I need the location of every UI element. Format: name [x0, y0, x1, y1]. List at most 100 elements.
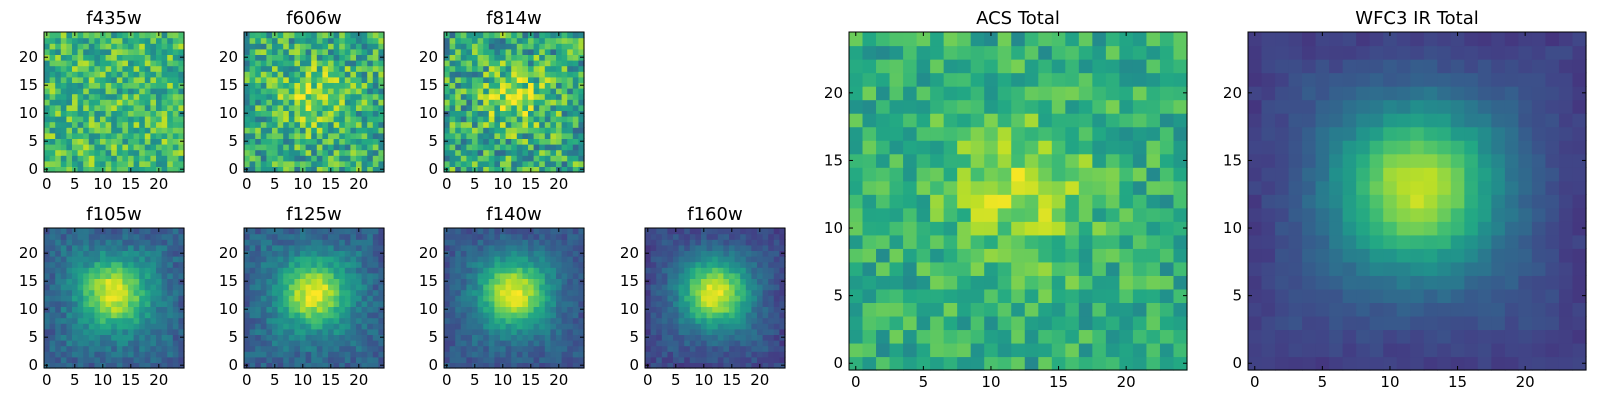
heatmap-cell	[244, 356, 251, 363]
heatmap-cell	[488, 328, 495, 335]
heatmap-cell	[133, 88, 140, 95]
heatmap-cell	[567, 65, 574, 72]
heatmap-cell	[122, 233, 129, 240]
heatmap-cell	[984, 275, 999, 290]
heatmap-cell	[483, 155, 490, 162]
heatmap-cell	[477, 334, 484, 341]
heatmap-cell	[539, 138, 546, 145]
heatmap-cell	[678, 356, 685, 363]
heatmap-cell	[294, 272, 301, 279]
heatmap-cell	[505, 127, 512, 134]
heatmap-cell	[150, 43, 157, 50]
heatmap-cell	[528, 250, 535, 257]
heatmap-cell	[260, 340, 267, 347]
heatmap-cell	[444, 351, 451, 358]
heatmap-cell	[156, 88, 163, 95]
heatmap-cell	[567, 43, 574, 50]
heatmap-cell	[83, 306, 90, 313]
heatmap-cell	[483, 37, 490, 44]
heatmap-cell	[578, 261, 585, 268]
heatmap-cell	[762, 261, 769, 268]
heatmap-cell	[701, 300, 708, 307]
heatmap-cell	[77, 138, 84, 145]
heatmap-cell	[122, 272, 129, 279]
heatmap-cell	[645, 289, 652, 296]
heatmap-cell	[144, 228, 151, 235]
heatmap-cell	[266, 345, 273, 352]
heatmap-cell	[255, 284, 262, 291]
heatmap-cell	[916, 342, 931, 358]
heatmap-cell	[729, 250, 736, 257]
heatmap-cell	[768, 328, 775, 335]
heatmap-cell	[272, 267, 279, 274]
heatmap-cell	[889, 315, 904, 331]
heatmap-cell	[997, 194, 1012, 209]
heatmap-cell	[372, 48, 379, 55]
heatmap-cell	[133, 317, 140, 324]
heatmap-cell	[650, 289, 657, 296]
heatmap-cell	[1011, 261, 1026, 276]
heatmap-cell	[372, 250, 379, 257]
heatmap-cell	[505, 340, 512, 347]
heatmap-cell	[100, 110, 107, 117]
heatmap-cell	[876, 167, 891, 182]
heatmap-cell	[150, 345, 157, 352]
heatmap-cell	[1078, 302, 1093, 317]
heatmap-cell	[544, 116, 551, 123]
heatmap-cell	[460, 228, 467, 235]
heatmap-cell	[997, 207, 1012, 222]
heatmap-cell	[550, 60, 557, 67]
heatmap-cell	[1078, 288, 1093, 303]
heatmap-cell	[488, 116, 495, 123]
heatmap-cell	[277, 54, 284, 61]
heatmap-cell	[128, 116, 135, 123]
heatmap-cell	[328, 121, 335, 128]
heatmap-cell	[322, 351, 329, 358]
heatmap-cell	[255, 160, 262, 167]
heatmap-cell	[539, 323, 546, 330]
heatmap-cell	[567, 228, 574, 235]
heatmap-cell	[339, 116, 346, 123]
heatmap-cell	[561, 127, 568, 134]
heatmap-cell	[77, 351, 84, 358]
heatmap-cell	[751, 300, 758, 307]
heatmap-cell	[116, 261, 123, 268]
heatmap-cell	[133, 334, 140, 341]
heatmap-cell	[144, 99, 151, 106]
heatmap-cell	[66, 99, 73, 106]
heatmap-cell	[150, 356, 157, 363]
heatmap-cell	[88, 228, 95, 235]
heatmap-cell	[745, 306, 752, 313]
heatmap-cell	[94, 233, 101, 240]
heatmap-cell	[66, 239, 73, 246]
heatmap-cell	[544, 261, 551, 268]
heatmap-cell	[1159, 180, 1175, 195]
heatmap-cell	[684, 356, 691, 363]
heatmap-cell	[283, 300, 290, 307]
heatmap-cell	[55, 88, 62, 95]
heatmap-cell	[1038, 329, 1053, 344]
heatmap-cell	[539, 48, 546, 55]
heatmap-cell	[122, 48, 129, 55]
heatmap-cell	[156, 93, 163, 100]
heatmap-cell	[311, 351, 318, 358]
heatmap-cell	[94, 261, 101, 268]
heatmap-cell	[83, 149, 90, 156]
heatmap-cell	[88, 340, 95, 347]
heatmap-cell	[44, 261, 51, 268]
heatmap-cell	[116, 317, 123, 324]
heatmap-cell	[449, 334, 456, 341]
heatmap-cell	[55, 278, 62, 285]
heatmap-cell	[522, 144, 529, 151]
heatmap-cell	[745, 340, 752, 347]
heatmap-cell	[488, 317, 495, 324]
heatmap-cell	[356, 244, 363, 251]
heatmap-cell	[372, 244, 379, 251]
heatmap-cell	[522, 362, 529, 369]
heatmap-cell	[361, 37, 368, 44]
heatmap-cell	[903, 302, 918, 317]
heatmap-cell	[667, 328, 674, 335]
heatmap-cell	[539, 261, 546, 268]
heatmap-cell	[133, 166, 140, 173]
heatmap-cell	[500, 351, 507, 358]
